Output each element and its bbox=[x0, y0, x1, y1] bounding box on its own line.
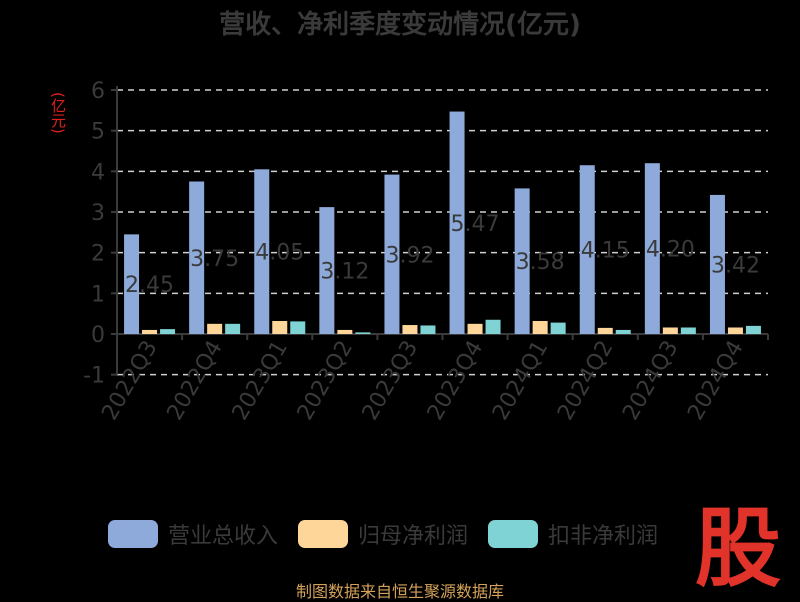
bar-deducted-profit bbox=[745, 325, 761, 334]
legend-item-deducted-profit[interactable]: 扣非净利润 bbox=[488, 518, 658, 550]
x-tick-label: 2023Q2 bbox=[293, 337, 358, 425]
gu-logo: 股 bbox=[695, 501, 781, 590]
bar-revenue bbox=[124, 234, 140, 334]
y-tick-label: 5 bbox=[91, 120, 105, 145]
y-tick-label: 2 bbox=[91, 242, 105, 267]
legend: 营业总收入 归母净利润 扣非净利润 bbox=[108, 518, 658, 550]
bar-deducted-profit bbox=[290, 321, 306, 334]
y-tick-label: 0 bbox=[91, 323, 105, 348]
bar-data-label: 5.47 bbox=[451, 212, 500, 237]
bar-deducted-profit bbox=[355, 332, 371, 334]
x-tick-label: 2024Q1 bbox=[488, 337, 553, 425]
legend-label-net-profit: 归母净利润 bbox=[358, 524, 469, 549]
bar-net-profit bbox=[467, 323, 483, 334]
x-tick-label: 2024Q3 bbox=[618, 337, 683, 425]
y-tick-label: -1 bbox=[83, 364, 105, 389]
x-tick-label: 2024Q4 bbox=[683, 337, 748, 425]
bar-net-profit bbox=[402, 325, 418, 334]
gu-logo-text: 股 bbox=[695, 501, 781, 590]
bar-net-profit bbox=[272, 320, 288, 334]
x-tick-label: 2023Q1 bbox=[228, 337, 293, 425]
x-tick-label: 2022Q3 bbox=[97, 337, 162, 425]
bar-revenue bbox=[384, 174, 400, 334]
bar-data-label: 2.45 bbox=[125, 273, 174, 298]
bar-revenue bbox=[449, 111, 465, 334]
legend-swatch-net-profit bbox=[298, 520, 349, 548]
legend-swatch-revenue bbox=[108, 520, 158, 548]
y-tick-label: 1 bbox=[91, 282, 105, 307]
legend-item-revenue[interactable]: 营业总收入 bbox=[108, 518, 278, 550]
bar-deducted-profit bbox=[680, 327, 696, 334]
bar-revenue bbox=[579, 165, 595, 334]
bar-data-label: 3.58 bbox=[516, 250, 565, 275]
bar-net-profit bbox=[207, 323, 223, 334]
bar-net-profit bbox=[597, 327, 613, 334]
legend-swatch-deducted-profit bbox=[488, 520, 539, 548]
bar-deducted-profit bbox=[550, 322, 566, 334]
bar-data-label: 3.92 bbox=[385, 243, 434, 268]
chart-title: 营收、净利季度变动情况(亿元) bbox=[219, 10, 581, 40]
bar-deducted-profit bbox=[615, 329, 631, 334]
source-note: 制图数据来自恒生聚源数据库 bbox=[295, 582, 504, 601]
legend-item-net-profit[interactable]: 归母净利润 bbox=[298, 518, 468, 550]
bar-data-label: 3.12 bbox=[320, 260, 369, 285]
bar-revenue bbox=[644, 163, 660, 334]
bar-data-label: 3.75 bbox=[190, 247, 239, 272]
bar-deducted-profit bbox=[160, 329, 176, 334]
bar-net-profit bbox=[532, 320, 548, 334]
y-axis-unit-label: (亿元) bbox=[49, 92, 67, 134]
bar-revenue bbox=[709, 194, 725, 334]
y-tick-label: 6 bbox=[91, 79, 105, 104]
bar-net-profit bbox=[727, 327, 743, 334]
bar-deducted-profit bbox=[420, 325, 436, 334]
bar-data-label: 4.05 bbox=[255, 241, 304, 266]
legend-label-deducted-profit: 扣非净利润 bbox=[548, 524, 659, 549]
bar-revenue bbox=[254, 169, 270, 334]
bar-data-label: 3.42 bbox=[711, 253, 760, 278]
y-tick-label: 4 bbox=[91, 160, 105, 185]
x-tick-label: 2023Q4 bbox=[423, 337, 488, 425]
legend-label-revenue: 营业总收入 bbox=[168, 524, 279, 549]
bar-net-profit bbox=[662, 327, 678, 334]
bar-deducted-profit bbox=[485, 319, 501, 334]
bar-data-label: 4.15 bbox=[581, 239, 630, 264]
x-tick-label: 2022Q4 bbox=[163, 337, 228, 425]
bar-deducted-profit bbox=[225, 323, 241, 334]
y-tick-label: 3 bbox=[91, 201, 105, 226]
bar-net-profit bbox=[337, 329, 353, 334]
bar-revenue bbox=[189, 181, 205, 334]
x-tick-label: 2023Q3 bbox=[358, 337, 423, 425]
bar-revenue bbox=[514, 188, 530, 334]
bar-data-label: 4.20 bbox=[646, 238, 695, 263]
bar-revenue bbox=[319, 207, 335, 334]
x-tick-label: 2024Q2 bbox=[553, 337, 618, 425]
bar-net-profit bbox=[142, 329, 158, 334]
